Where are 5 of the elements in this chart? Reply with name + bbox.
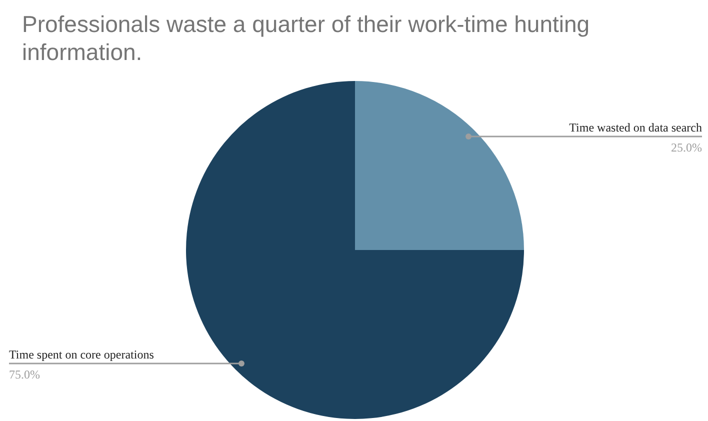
- chart-title: Professionals waste a quarter of their work-time hunting information.: [22, 10, 591, 66]
- data-label: 25.0%: [671, 140, 702, 154]
- slice-label: Time spent on core operations: [9, 348, 154, 362]
- data-label: 75.0%: [9, 368, 40, 382]
- slice-label: Time wasted on data search: [569, 120, 702, 134]
